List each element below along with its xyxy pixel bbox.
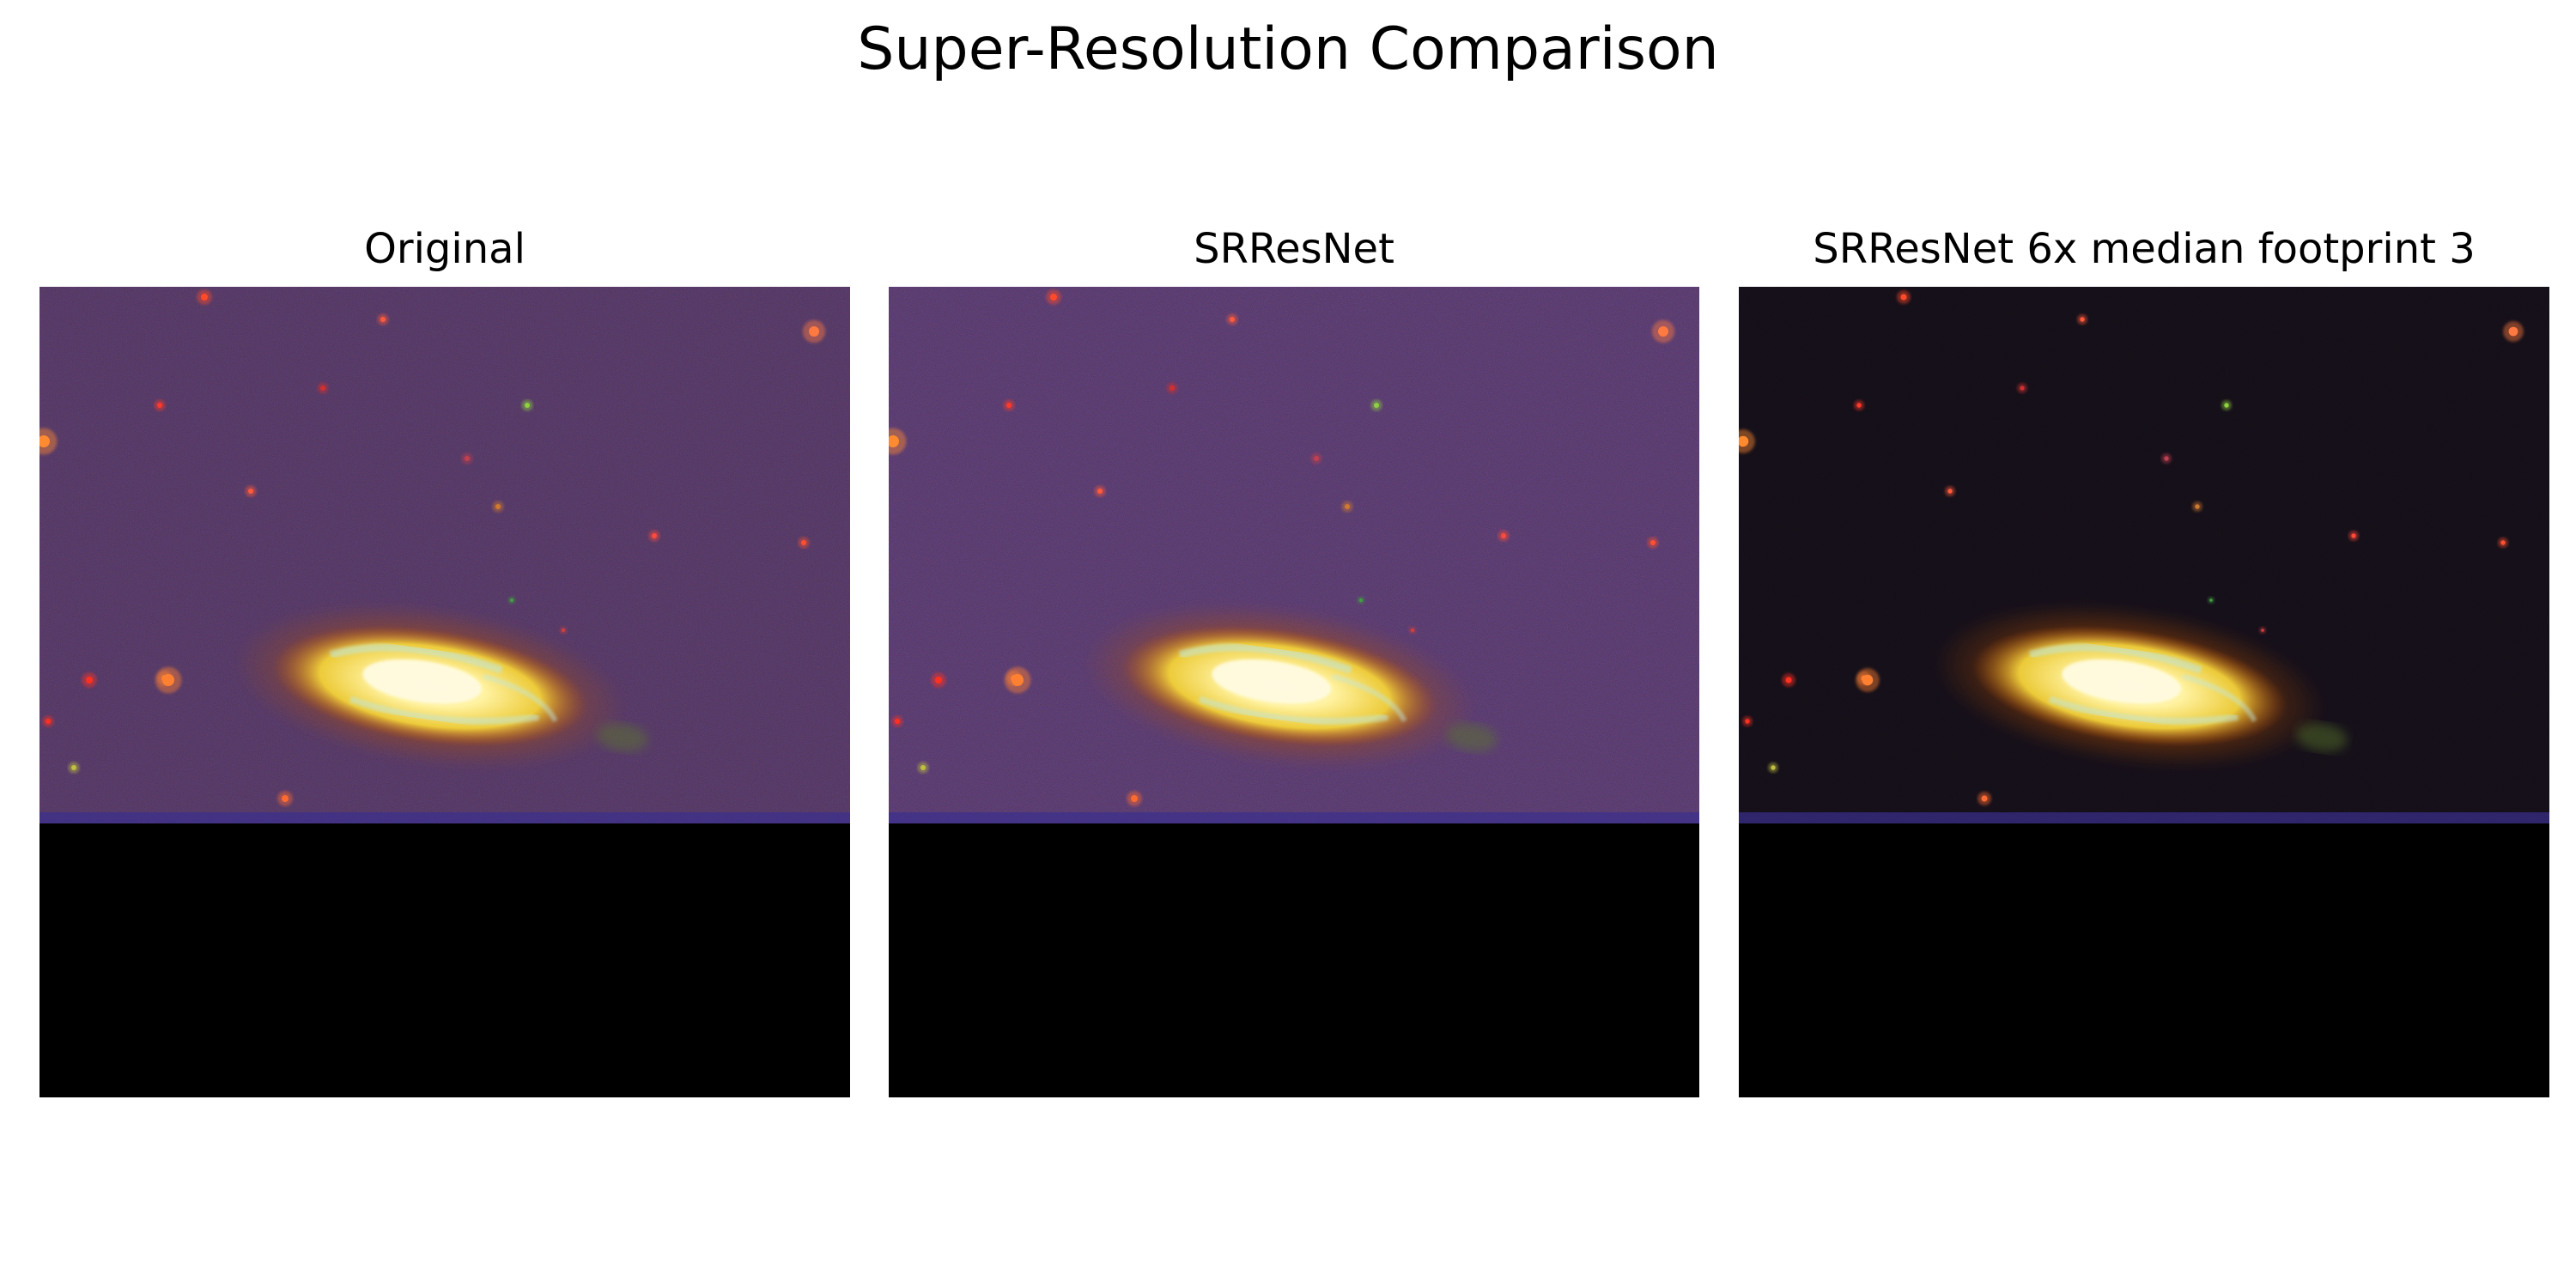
horizon-band (889, 812, 1699, 824)
horizon-band (39, 812, 850, 824)
star (1046, 289, 1061, 305)
star (1408, 626, 1417, 635)
star (277, 791, 293, 806)
star (1370, 399, 1382, 411)
star (1498, 530, 1510, 542)
star (1978, 792, 1991, 805)
star (917, 762, 929, 774)
star (1782, 673, 1795, 687)
star (2348, 531, 2359, 541)
star (1341, 501, 1353, 513)
star (507, 596, 516, 605)
star (1742, 716, 1753, 726)
panel-title-original: Original (364, 225, 526, 273)
star (82, 672, 97, 688)
star (1166, 382, 1178, 394)
star (1127, 791, 1142, 806)
star (521, 399, 533, 411)
galaxy-image-srresnet (889, 287, 1699, 1097)
star (2503, 321, 2524, 342)
star (1647, 537, 1659, 549)
star (2192, 501, 2202, 512)
star (68, 762, 80, 774)
panel-title-srresnet: SRResNet (1194, 225, 1394, 273)
star (2498, 538, 2508, 548)
figure-title: Super-Resolution Comparison (857, 15, 1719, 83)
galaxy (234, 603, 648, 769)
star (1945, 486, 1955, 496)
star (798, 537, 810, 549)
star (2221, 400, 2232, 410)
star (1357, 596, 1365, 605)
star (1226, 313, 1238, 325)
star (559, 626, 568, 635)
star (1739, 429, 1755, 453)
star (377, 313, 389, 325)
horizon-band (1739, 812, 2549, 824)
star (317, 382, 329, 394)
star (1651, 319, 1675, 343)
star (197, 289, 212, 305)
star (245, 485, 257, 497)
galaxy-image-srresnet-median (1739, 287, 2549, 1097)
panel-srresnet (889, 287, 1699, 1097)
star (1897, 290, 1911, 304)
star (1006, 671, 1022, 686)
star (492, 501, 504, 513)
star (2259, 627, 2266, 634)
star (1003, 399, 1015, 411)
galaxy (1083, 603, 1498, 769)
star (889, 428, 907, 455)
star (802, 319, 826, 343)
star (2161, 453, 2172, 464)
blank-region (1739, 823, 2549, 1097)
panel-original (39, 287, 850, 1097)
star (2208, 597, 2215, 604)
star (2077, 314, 2087, 325)
star (1857, 671, 1871, 685)
star (891, 715, 903, 727)
star (1854, 400, 1864, 410)
star (154, 399, 166, 411)
star (461, 453, 473, 465)
star (1768, 762, 1778, 773)
star (648, 530, 660, 542)
blank-region (889, 823, 1699, 1097)
galaxy-image-original (39, 287, 850, 1097)
star (1094, 485, 1106, 497)
panel-srresnet-median (1739, 287, 2549, 1097)
star (1310, 453, 1322, 465)
star (931, 672, 946, 688)
star (157, 671, 173, 686)
panel-title-srresnet-median: SRResNet 6x median footprint 3 (1813, 225, 2476, 273)
star (42, 715, 54, 727)
star (2017, 383, 2027, 393)
blank-region (39, 823, 850, 1097)
star (39, 428, 58, 455)
galaxy (1933, 603, 2348, 769)
